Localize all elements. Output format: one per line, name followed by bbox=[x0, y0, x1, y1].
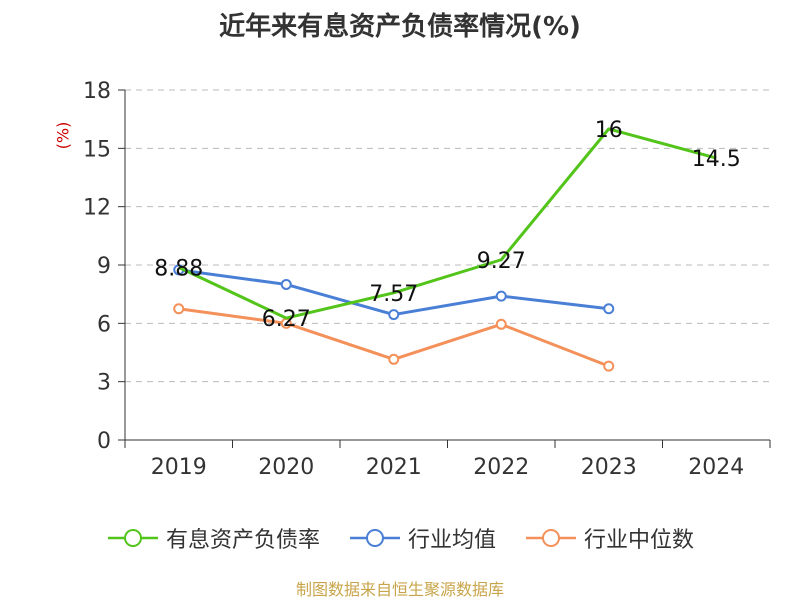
data-label: 7.57 bbox=[369, 282, 418, 307]
data-point bbox=[495, 318, 507, 330]
data-point bbox=[173, 303, 185, 315]
data-point bbox=[495, 290, 507, 302]
series-line bbox=[178, 127, 717, 320]
y-tick-label: 3 bbox=[97, 371, 111, 396]
legend: 有息资产负债率 行业均值 行业中位数 bbox=[0, 518, 800, 558]
data-point bbox=[603, 303, 615, 315]
data-label: 9.27 bbox=[477, 249, 526, 274]
grid-lines bbox=[125, 89, 770, 383]
y-tick-label: 18 bbox=[83, 79, 111, 104]
x-tick-label: 2020 bbox=[258, 455, 314, 480]
legend-label: 行业中位数 bbox=[584, 528, 695, 553]
legend-marker-green bbox=[107, 529, 158, 547]
data-label: 6.27 bbox=[262, 307, 311, 332]
data-point bbox=[388, 309, 400, 321]
x-tick-label: 2023 bbox=[581, 455, 637, 480]
y-tick-label: 15 bbox=[83, 137, 111, 162]
legend-label: 有息资产负债率 bbox=[165, 528, 320, 553]
axes: 0 3 6 9 12 15 18 2019 2020 2021 2022 2023 2024 bbox=[83, 79, 771, 480]
legend-marker-blue bbox=[349, 529, 400, 547]
y-tick-label: 12 bbox=[83, 196, 111, 221]
source-note: 制图数据来自恒生聚源数据库 bbox=[295, 580, 504, 599]
legend-item-industry-mean[interactable]: 行业均值 bbox=[348, 522, 496, 554]
legend-label: 行业均值 bbox=[407, 528, 496, 553]
data-label: 16 bbox=[595, 118, 623, 143]
x-tick-label: 2024 bbox=[688, 455, 744, 480]
line-chart: 0 3 6 9 12 15 18 2019 2020 2021 2022 2023 2024 8.88 6… bbox=[83, 79, 771, 480]
data-point bbox=[388, 353, 400, 365]
data-label: 14.5 bbox=[692, 147, 741, 172]
legend-marker-orange bbox=[526, 529, 576, 547]
x-tick-label: 2022 bbox=[473, 455, 529, 480]
legend-item-interest-debt-ratio[interactable]: 有息资产负债率 bbox=[106, 522, 320, 554]
y-tick-label: 0 bbox=[97, 429, 111, 454]
y-tick-label: 6 bbox=[97, 312, 111, 337]
legend-item-industry-median[interactable]: 行业中位数 bbox=[524, 522, 694, 554]
data-point bbox=[280, 278, 292, 290]
x-tick-label: 2021 bbox=[366, 455, 422, 480]
y-tick-label: 9 bbox=[97, 254, 111, 279]
data-label: 8.88 bbox=[154, 256, 203, 281]
x-tick-label: 2019 bbox=[151, 455, 207, 480]
data-point bbox=[603, 360, 615, 372]
data-labels: 8.88 6.27 7.57 9.27 16 14.5 bbox=[154, 118, 740, 332]
series-lines bbox=[173, 127, 717, 372]
chart-title: 近年来有息资产负债率情况(%) bbox=[219, 12, 581, 42]
